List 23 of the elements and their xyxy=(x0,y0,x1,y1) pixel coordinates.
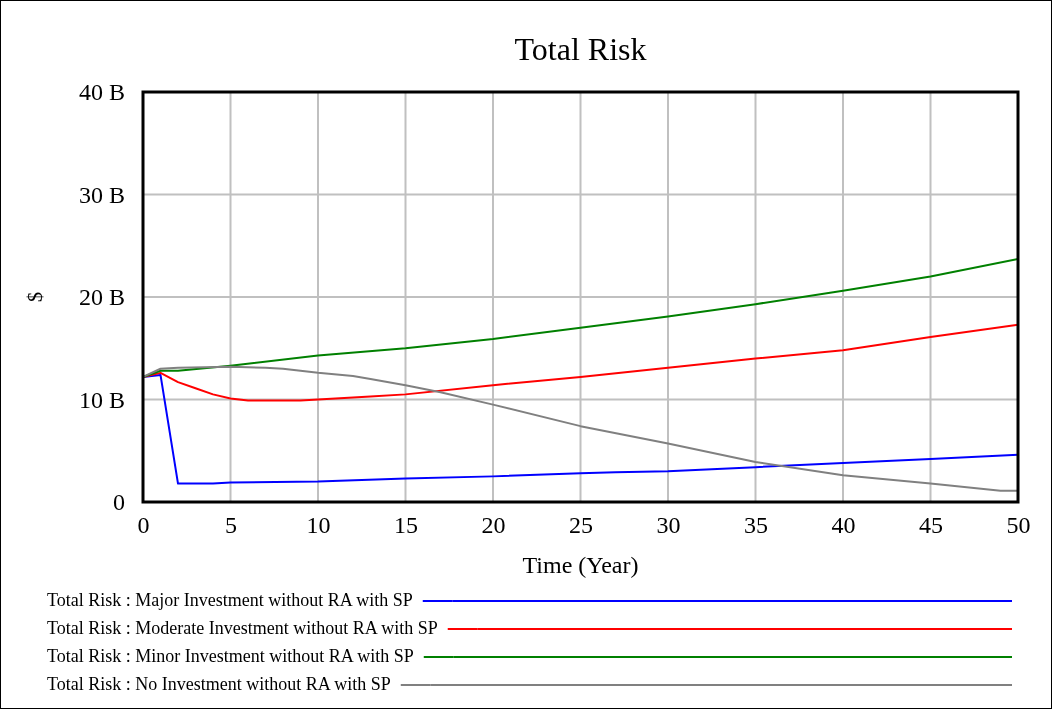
legend-label: Total Risk : Major Investment without RA with SP xyxy=(47,590,413,610)
x-tick-label: 10 xyxy=(306,512,331,539)
x-tick-label: 35 xyxy=(744,512,768,539)
y-tick-label: 0 xyxy=(113,489,125,516)
x-tick-label: 25 xyxy=(569,512,593,539)
x-tick-label: 0 xyxy=(137,512,150,539)
x-tick-label: 40 xyxy=(831,512,856,539)
x-tick-label: 30 xyxy=(656,512,681,539)
chart-title: Total Risk xyxy=(514,31,647,67)
legend-label: Total Risk : Minor Investment without RA with SP xyxy=(47,646,414,666)
x-tick-label: 5 xyxy=(225,512,237,539)
y-tick-label: 20 B xyxy=(78,284,125,311)
y-tick-label: 40 B xyxy=(78,79,125,106)
y-tick-label: 10 B xyxy=(78,386,125,413)
y-tick-label: 30 B xyxy=(78,181,125,208)
x-tick-label: 15 xyxy=(394,512,418,539)
y-axis-title: $ xyxy=(24,292,46,302)
x-axis-title: Time (Year) xyxy=(522,552,639,578)
legend-label: Total Risk : Moderate Investment without RA with SP xyxy=(47,618,438,638)
legend-label: Total Risk : No Investment without RA with SP xyxy=(47,674,391,694)
x-tick-label: 20 xyxy=(481,512,506,539)
x-tick-label: 45 xyxy=(919,512,943,539)
x-tick-label: 50 xyxy=(1006,512,1031,539)
